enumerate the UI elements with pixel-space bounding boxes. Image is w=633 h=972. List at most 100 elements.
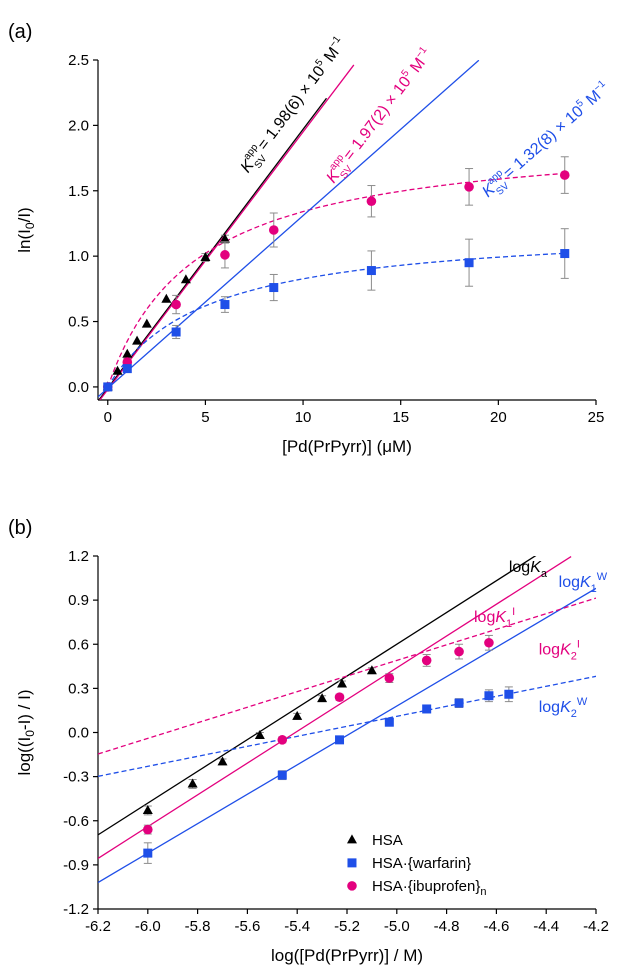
- x-axis-label: log([Pd(PrPyrr)] / M): [271, 946, 423, 965]
- y-tick-label: -1.2: [63, 901, 89, 918]
- data-point-ibuprofen: [454, 646, 464, 657]
- y-tick-label: -0.6: [63, 813, 89, 830]
- data-point-warfarin: [335, 735, 345, 745]
- panel-a: (a) 0 5 10 15 20 25 0.0 0.5 1.0 1.5 2.0 2.5 [Pd(PrPyr…: [8, 21, 616, 456]
- legend: HSA HSA·{warfarin} HSA·{ibuprofen}n: [346, 832, 487, 898]
- ksv-value: = 1.32(8) × 10: [497, 103, 587, 185]
- y-axis-label: log((I0-I) / I): [15, 689, 37, 775]
- line-label-sub: 1: [506, 618, 512, 630]
- line-label-sup: W: [577, 696, 588, 708]
- fit2-line-warfarin: [98, 675, 596, 777]
- data-point-hsa: [292, 710, 303, 720]
- line-label-symbol: K: [560, 642, 572, 659]
- x-tick-label: -4.4: [533, 918, 559, 935]
- x-tick-label: -6.0: [135, 918, 161, 935]
- line-label-sub: 2: [571, 651, 577, 663]
- x-tick-label: -4.6: [483, 918, 509, 935]
- y-tick-label: 0.9: [68, 592, 89, 609]
- data-point-warfarin: [384, 717, 394, 727]
- fit-line-ibuprofen: [98, 556, 572, 859]
- y-axis-label-sub: 0: [23, 222, 37, 229]
- plot-area: [98, 556, 596, 884]
- line-label-symbol: K: [495, 609, 507, 626]
- y-axis-label: ln(I0/I): [15, 207, 37, 252]
- data-point-ibuprofen: [220, 250, 230, 260]
- data-point-hsa: [254, 729, 265, 739]
- data-point-ibuprofen: [143, 824, 153, 835]
- line-label-sub: 1: [591, 583, 597, 595]
- data-point-warfarin: [269, 283, 279, 293]
- y-axis-label-sub: 0: [23, 730, 37, 737]
- x-tick-label: 10: [295, 409, 312, 426]
- y-tick-label: 0.0: [68, 725, 89, 742]
- y-tick-label: 1.0: [68, 248, 89, 265]
- x-tick-label: -5.6: [234, 918, 260, 935]
- y-tick-label: 2.0: [68, 117, 89, 134]
- x-axis-label-part: M): [392, 437, 412, 456]
- fit2-line-ibuprofen: [98, 597, 596, 755]
- ksv-exp: 5: [400, 68, 412, 79]
- ksv-annotation: KappSV = 1.32(8) × 105 M−1: [477, 77, 616, 204]
- x-tick-label: -5.0: [384, 918, 410, 935]
- legend-label-sub: n: [480, 886, 486, 898]
- line-label-prefix: log: [559, 574, 580, 591]
- x-tick-label: 20: [490, 409, 507, 426]
- panel-label: (b): [8, 517, 32, 539]
- data-point-hsa: [317, 693, 328, 703]
- data-point-ibuprofen: [277, 735, 288, 745]
- fit-line-warfarin: [98, 60, 480, 398]
- x-tick-label: -4.2: [583, 918, 609, 935]
- data-point-ibuprofen: [421, 655, 432, 666]
- data-point-warfarin: [366, 266, 376, 276]
- data-point-warfarin: [122, 364, 132, 374]
- y-axis-label-part: ln(I: [15, 229, 34, 253]
- data-point-ibuprofen: [464, 182, 474, 192]
- y-tick-label: 1.5: [68, 183, 89, 200]
- legend-marker-warfarin: [347, 858, 357, 868]
- data-point-hsa: [219, 233, 230, 243]
- x-tick-label: -6.2: [85, 918, 111, 935]
- fit-line-ibuprofen: [99, 64, 355, 400]
- data-point-ibuprofen: [334, 692, 345, 702]
- y-tick-label: 0.5: [68, 314, 89, 331]
- ksv-exp: 5: [313, 57, 325, 68]
- data-point-warfarin: [171, 327, 181, 337]
- line-label-sup: W: [597, 571, 608, 583]
- data-point-warfarin: [277, 770, 287, 780]
- data-point-ibuprofen: [171, 299, 181, 310]
- line-label-prefix: log: [509, 559, 530, 576]
- x-axis-label-part: μ: [382, 437, 392, 456]
- line-label-prefix: log: [539, 642, 560, 659]
- data-point-warfarin: [103, 382, 113, 392]
- line-label-prefix: log: [474, 609, 495, 626]
- data-point-hsa: [217, 756, 228, 766]
- x-tick-label: 0: [104, 409, 112, 426]
- data-point-ibuprofen: [484, 637, 494, 648]
- panel-b: (b) -6.2 -6.0 -5.8 -5.6 -5.4 -5.2 -5.0 -4.8 -4.6 -…: [8, 517, 609, 965]
- ksv-exp: 5: [574, 97, 586, 109]
- fit-line-warfarin: [98, 587, 596, 884]
- data-point-warfarin: [454, 698, 464, 708]
- ksv-value: = 1.97(2) × 10: [338, 74, 415, 168]
- x-tick-label: -5.4: [284, 918, 310, 935]
- plot-area: [98, 60, 570, 400]
- data-point-hsa: [187, 778, 198, 788]
- y-tick-label: 0.3: [68, 680, 89, 697]
- data-point-warfarin: [464, 258, 474, 268]
- data-point-warfarin: [560, 249, 570, 259]
- data-point-ibuprofen: [366, 196, 377, 207]
- x-tick-label: 5: [201, 409, 209, 426]
- panel-label: (a): [8, 21, 32, 43]
- data-point-hsa: [132, 335, 143, 345]
- data-point-hsa: [122, 348, 133, 358]
- line-label: logK2W: [539, 696, 588, 720]
- legend-label-warfarin: HSA·{warfarin}: [372, 855, 471, 872]
- data-point-warfarin: [504, 689, 514, 699]
- legend-label-part: HSA·{ibuprofen}: [372, 878, 480, 895]
- y-axis-label-part: -I) / I): [15, 689, 34, 730]
- data-point-ibuprofen: [268, 225, 279, 235]
- fit-curve-ibuprofen: [107, 172, 565, 388]
- line-label-symbol: K: [530, 559, 542, 576]
- line-label-symbol: K: [560, 699, 572, 716]
